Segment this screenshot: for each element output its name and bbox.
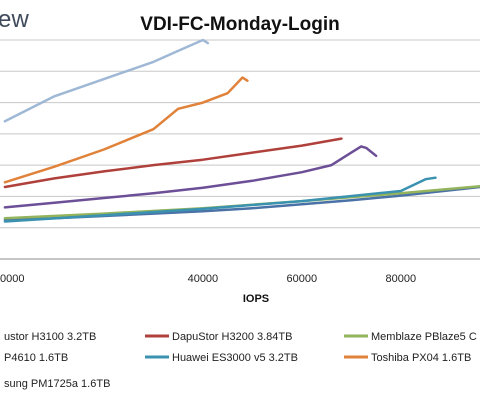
brand-logo-text: ew [0,6,30,33]
x-axis-title: IOPS [243,293,269,305]
x-tick-label: 40000 [188,273,219,285]
series-line-6 [3,38,210,123]
legend-label: DapuStor H3200 3.84TB [172,331,292,343]
chart-title: VDI-FC-Monday-Login [140,14,340,35]
x-tick-label: 60000 [287,273,318,285]
legend-label: ustor H3100 3.2TB [4,331,96,343]
legend: ustor H3100 3.2TB DapuStor H3200 3.84TB Me… [4,331,477,390]
series-line-4 [3,176,437,223]
series-line-1 [3,137,343,189]
legend-label: Toshiba PX04 1.6TB [371,352,471,364]
legend-label: Memblaze PBlaze5 C [371,331,477,343]
series-lines [3,38,480,223]
legend-label: P4610 1.6TB [4,352,68,364]
legend-label: sung PM1725a 1.6TB [4,378,110,390]
series-line-5 [3,76,249,184]
legend-label: Huawei ES3000 v5 3.2TB [172,352,298,364]
series-line-2 [3,185,480,220]
x-tick-label: 80000 [386,273,417,285]
x-tick-label: 0000 [0,273,24,285]
x-tick-labels: 0000 40000 60000 80000 [0,273,416,285]
gridlines [0,39,480,260]
series-line-3 [3,145,378,209]
